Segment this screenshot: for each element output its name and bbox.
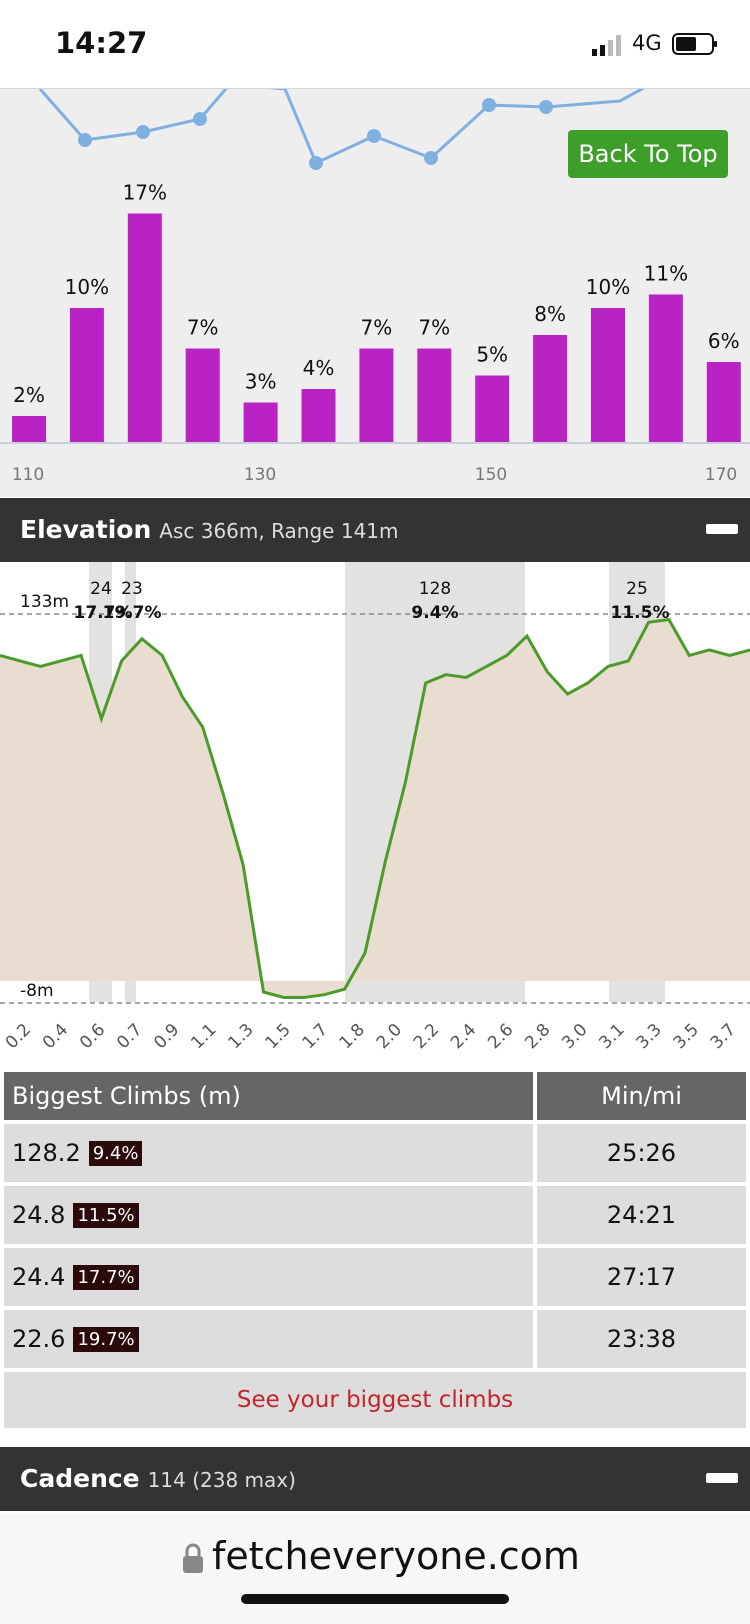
x-tick-label: 170: [705, 465, 737, 485]
lock-icon: [183, 1543, 203, 1573]
cadence-collapse-button[interactable]: [706, 1473, 738, 1483]
climb-gradient-badge: 19.7%: [73, 1326, 139, 1352]
cadence-title-text: Cadence: [20, 1464, 140, 1493]
climb-gradient-badge: 17.7%: [73, 1264, 139, 1290]
climb-gradient-label: 19.7%: [103, 603, 162, 623]
header-biggest-climbs: Biggest Climbs (m): [4, 1072, 533, 1120]
climb-height: 24.4: [12, 1263, 66, 1291]
bar-value-label: 6%: [708, 329, 740, 353]
elevation-title: Elevation Asc 366m, Range 141m: [20, 515, 399, 544]
bar-value-label: 5%: [476, 343, 508, 367]
elevation-title-text: Elevation: [20, 515, 152, 544]
climb-pace: 24:21: [537, 1186, 746, 1244]
bar: [243, 402, 278, 443]
signal-icon: [592, 35, 621, 56]
bar-value-label: 10%: [65, 275, 109, 299]
bar: [591, 308, 625, 443]
bar-value-label: 2%: [13, 383, 45, 407]
bar: [417, 348, 452, 443]
network-type: 4G: [632, 31, 662, 55]
cadence-header: Cadence 114 (238 max): [0, 1447, 750, 1511]
elevation-max-label: 133m: [20, 592, 69, 612]
elevation-collapse-button[interactable]: [706, 524, 738, 534]
elevation-min-label: -8m: [20, 981, 54, 1001]
bar-value-label: 7%: [418, 316, 450, 340]
climb-height-label: 128: [419, 579, 451, 599]
biggest-climbs-table: Biggest Climbs (m) Min/mi 128.2 9.4% 25:2…: [4, 1072, 746, 1428]
bar: [359, 348, 394, 443]
climb-gradient-label: 9.4%: [411, 603, 458, 623]
bar: [69, 308, 104, 443]
see-biggest-climbs-link[interactable]: See your biggest climbs: [4, 1372, 746, 1428]
elevation-header: Elevation Asc 366m, Range 141m: [0, 498, 750, 562]
climb-pace: 25:26: [537, 1124, 746, 1182]
cadence-subtitle: 114 (238 max): [147, 1468, 296, 1492]
x-tick-label: 110: [12, 465, 44, 485]
x-tick-label: 150: [475, 465, 507, 485]
table-header: Biggest Climbs (m) Min/mi: [4, 1072, 746, 1120]
bar: [301, 389, 336, 443]
climb-height-label: 23: [121, 579, 143, 599]
bar-chart: 2% 10% 17% 7% 3% 4% 7% 7% 5% 8% 10% 11% 6% 110 130 150…: [0, 89, 750, 485]
climb-gradient-badge: 11.5%: [73, 1202, 139, 1228]
climb-height: 128.2: [12, 1139, 81, 1167]
bar: [185, 348, 220, 443]
climb-gradient-label: 11.5%: [611, 603, 670, 623]
table-row: 24.8 11.5% 24:21: [4, 1186, 746, 1244]
browser-address-bar[interactable]: fetcheveryone.com: [0, 1514, 750, 1624]
status-time: 14:27: [55, 26, 148, 60]
climb-pace: 27:17: [537, 1248, 746, 1306]
bar: [12, 416, 46, 443]
bar-value-label: 7%: [187, 316, 219, 340]
climb-pace: 23:38: [537, 1310, 746, 1368]
climb-gradient-label: 17.7%: [74, 603, 133, 623]
bar: [475, 375, 510, 443]
bar: [533, 335, 568, 443]
climb-height-label: 24: [90, 579, 112, 599]
bar-value-label: 8%: [534, 302, 566, 326]
climb-height: 24.8: [12, 1201, 66, 1229]
bar-value-label: 10%: [586, 275, 630, 299]
climb-height-label: 25: [626, 579, 648, 599]
bar-value-label: 17%: [123, 181, 167, 205]
back-to-top-button[interactable]: Back To Top: [568, 130, 728, 178]
bar: [648, 294, 683, 443]
bar-chart-panel: 2% 10% 17% 7% 3% 4% 7% 7% 5% 8% 10% 11% 6% 110 130 150…: [0, 89, 750, 497]
home-indicator: [241, 1594, 509, 1604]
status-bar: 14:27 4G: [0, 0, 750, 89]
x-tick-label: 130: [244, 465, 276, 485]
table-row: 24.4 17.7% 27:17: [4, 1248, 746, 1306]
table-row: 128.2 9.4% 25:26: [4, 1124, 746, 1182]
header-pace: Min/mi: [537, 1072, 746, 1120]
bar-value-label: 4%: [303, 356, 335, 380]
bar-value-label: 11%: [644, 262, 688, 286]
climb-gradient-badge: 9.4%: [88, 1140, 143, 1166]
cadence-title: Cadence 114 (238 max): [20, 1464, 296, 1493]
bar: [706, 362, 741, 443]
battery-icon: [672, 33, 717, 55]
elevation-chart-panel: 133m -8m 24 17.7% 23 19.7% 128 9.4% 25 11.5% 0.2 0…: [0, 562, 750, 1062]
bar: [127, 213, 162, 443]
table-row: 22.6 19.7% 23:38: [4, 1310, 746, 1368]
url-text: fetcheveryone.com: [212, 1534, 580, 1578]
bar-value-label: 3%: [245, 370, 277, 394]
elevation-subtitle: Asc 366m, Range 141m: [159, 519, 399, 543]
bar-value-label: 7%: [361, 316, 393, 340]
climb-height: 22.6: [12, 1325, 66, 1353]
